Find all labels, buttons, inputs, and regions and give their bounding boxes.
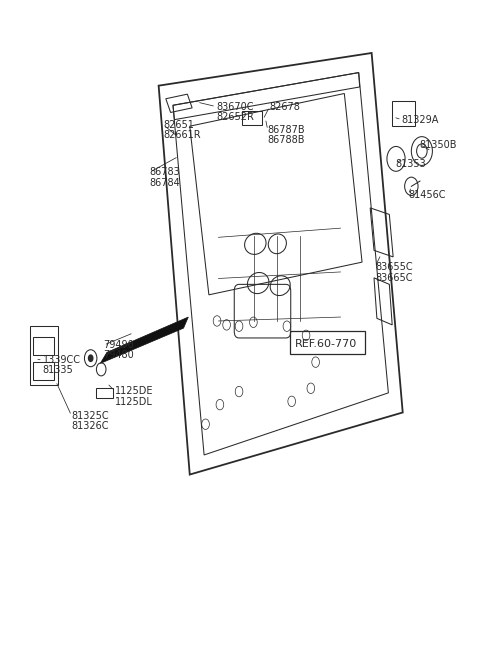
Text: 79490: 79490	[104, 340, 134, 350]
Text: REF.60-770: REF.60-770	[295, 339, 357, 348]
Text: 82652R: 82652R	[216, 113, 254, 122]
Text: 86784: 86784	[149, 178, 180, 188]
Text: 83655C: 83655C	[375, 262, 413, 272]
Text: 86787B: 86787B	[268, 125, 305, 135]
Text: 81335: 81335	[43, 365, 73, 375]
Circle shape	[88, 354, 94, 362]
Text: 82678: 82678	[270, 102, 300, 112]
Bar	[96, 388, 113, 398]
Text: 1125DL: 1125DL	[115, 397, 153, 407]
Text: 79480: 79480	[104, 350, 134, 360]
Text: 81353: 81353	[396, 159, 426, 169]
Text: 86783: 86783	[149, 168, 180, 178]
Text: 81350B: 81350B	[420, 140, 457, 150]
Text: 86788B: 86788B	[268, 136, 305, 145]
Text: 1125DE: 1125DE	[115, 386, 153, 396]
Text: 83665C: 83665C	[375, 272, 412, 282]
Text: 81329A: 81329A	[402, 115, 439, 125]
Text: 82651: 82651	[163, 120, 194, 130]
Polygon shape	[100, 317, 188, 364]
Text: 1339CC: 1339CC	[43, 355, 81, 365]
Bar	[392, 102, 415, 126]
Text: 82661R: 82661R	[163, 130, 201, 140]
Text: 83670C: 83670C	[216, 102, 253, 112]
Bar	[33, 337, 54, 355]
Bar	[33, 362, 54, 380]
Text: 81326C: 81326C	[72, 421, 109, 431]
Text: 81325C: 81325C	[72, 411, 109, 421]
Text: 81456C: 81456C	[408, 190, 446, 200]
